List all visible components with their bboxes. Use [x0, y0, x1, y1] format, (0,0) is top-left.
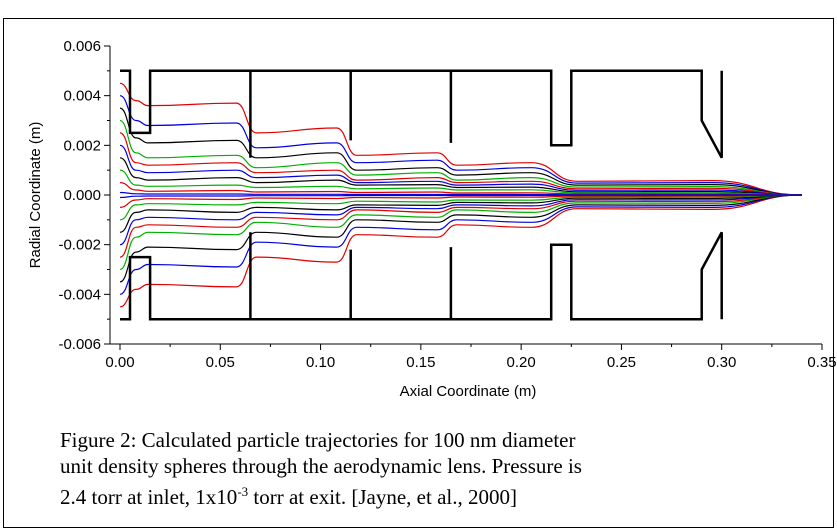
trajectory-upper	[119, 95, 802, 196]
figure-caption: Figure 2: Calculated particle trajectori…	[60, 427, 820, 510]
trajectory-upper	[119, 119, 802, 196]
y-tick-label: 0.000	[63, 187, 101, 204]
lens-wall-lower	[120, 231, 723, 321]
y-tick-label: 0.006	[63, 38, 101, 55]
trajectory-lower	[119, 194, 802, 271]
x-tick-label: 0.25	[607, 354, 636, 371]
lens-walls-group	[120, 69, 723, 321]
trajectory-lower	[119, 194, 802, 233]
trajectory-lower	[119, 194, 802, 221]
trajectories-group	[119, 82, 802, 308]
x-tick-label: 0.15	[406, 354, 435, 371]
trajectory-upper	[119, 144, 802, 196]
trajectory-lower	[119, 194, 802, 258]
y-tick-label: -0.004	[58, 286, 101, 303]
trajectory-upper	[119, 157, 802, 196]
x-axis-label: Axial Coordinate (m)	[400, 383, 537, 400]
caption-line-3-start: 2.4 torr at inlet, 1x10	[60, 485, 238, 509]
trajectory-upper	[119, 107, 802, 196]
x-tick-label: 0.35	[807, 354, 836, 371]
trajectory-upper	[119, 182, 802, 196]
x-ticks-group: 0.00 0.05 0.10 0.15 0.20 0.25 0.30 0.35	[105, 344, 837, 371]
trajectory-lower	[119, 194, 802, 295]
y-tick-label: 0.002	[63, 137, 101, 154]
x-tick-label: 0.05	[206, 354, 235, 371]
y-ticks-group: 0.006 0.004 0.002 0.000 -0.002 -0.004 -0.006	[58, 38, 110, 353]
caption-exponent: -3	[237, 484, 249, 499]
y-tick-label: -0.002	[58, 237, 101, 254]
trajectory-lower	[119, 194, 802, 199]
trajectory-lower	[119, 194, 802, 308]
trajectory-lower	[119, 194, 802, 246]
x-tick-label: 0.20	[507, 354, 536, 371]
x-tick-label: 0.30	[707, 354, 736, 371]
trajectory-lower	[119, 194, 802, 283]
caption-line-2: unit density spheres through the aerodyn…	[60, 454, 582, 478]
y-axis-label: Radial Coordinate (m)	[27, 122, 44, 269]
x-tick-label: 0.00	[105, 354, 134, 371]
caption-line-3: 2.4 torr at inlet, 1x10-3 torr at exit. …	[60, 479, 820, 510]
lens-wall-upper	[120, 69, 723, 159]
trajectory-chart: 0.006 0.004 0.002 0.000 -0.002 -0.004 -0.006 0…	[27, 38, 837, 400]
y-tick-label: -0.006	[58, 336, 101, 353]
x-tick-label: 0.10	[306, 354, 335, 371]
trajectory-lower	[119, 194, 802, 208]
trajectory-upper	[119, 132, 802, 196]
y-tick-label: 0.004	[63, 88, 101, 105]
caption-line-1: Figure 2: Calculated particle trajectori…	[60, 428, 576, 452]
trajectory-upper	[119, 82, 802, 196]
trajectory-upper	[119, 169, 802, 196]
caption-line-3-end: torr at exit. [Jayne, et al., 2000]	[248, 485, 517, 509]
